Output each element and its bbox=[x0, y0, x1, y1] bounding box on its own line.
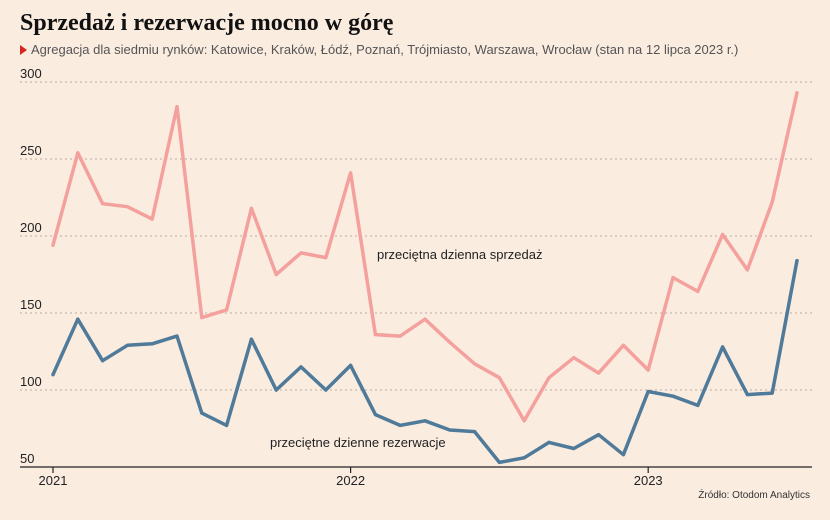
data-point-2-7 bbox=[200, 411, 204, 415]
data-point-1-26 bbox=[671, 275, 675, 280]
chart-subtitle-text: Agregacja dla siedmiu rynków: Katowice, … bbox=[31, 42, 739, 57]
y-tick-label-150: 150 bbox=[20, 297, 42, 312]
data-point-1-21 bbox=[547, 376, 551, 380]
data-point-2-1 bbox=[51, 373, 55, 377]
data-point-1-27 bbox=[696, 289, 700, 294]
data-point-2-2 bbox=[76, 317, 80, 321]
y-tick-label-200: 200 bbox=[20, 220, 42, 235]
data-point-2-30 bbox=[770, 391, 774, 395]
data-point-1-30 bbox=[770, 200, 774, 204]
data-point-2-17 bbox=[448, 428, 452, 432]
data-point-2-28 bbox=[721, 345, 725, 349]
data-point-2-31 bbox=[795, 259, 799, 263]
data-point-1-25 bbox=[646, 368, 650, 372]
data-point-1-17 bbox=[448, 340, 452, 344]
red-triangle-icon bbox=[20, 45, 27, 55]
data-point-2-18 bbox=[473, 429, 477, 434]
series-label-1: przeciętna dzienna sprzedaż bbox=[377, 247, 543, 262]
data-point-1-16 bbox=[423, 317, 427, 321]
data-point-1-14 bbox=[373, 332, 377, 337]
data-point-1-29 bbox=[745, 268, 750, 272]
data-point-2-12 bbox=[324, 388, 328, 392]
data-point-1-8 bbox=[225, 308, 229, 312]
data-point-2-15 bbox=[398, 423, 402, 428]
data-point-1-19 bbox=[497, 376, 501, 380]
data-point-1-28 bbox=[721, 232, 725, 237]
data-point-2-10 bbox=[274, 388, 278, 392]
data-point-1-15 bbox=[398, 334, 402, 338]
y-tick-label-100: 100 bbox=[20, 374, 42, 389]
data-point-1-4 bbox=[125, 205, 129, 209]
data-point-1-7 bbox=[200, 316, 204, 320]
data-point-2-25 bbox=[646, 389, 650, 394]
data-point-2-27 bbox=[696, 403, 700, 407]
data-point-1-3 bbox=[101, 202, 105, 206]
data-point-2-20 bbox=[522, 456, 526, 460]
series-line-2 bbox=[51, 258, 799, 465]
data-point-2-4 bbox=[125, 343, 129, 347]
x-tick-label-2022: 2022 bbox=[336, 473, 365, 488]
chart-subtitle: Agregacja dla siedmiu rynków: Katowice, … bbox=[20, 42, 738, 57]
data-point-2-9 bbox=[249, 337, 253, 341]
data-point-1-1 bbox=[51, 243, 55, 247]
data-point-2-19 bbox=[497, 460, 501, 464]
data-point-1-20 bbox=[522, 419, 526, 423]
data-point-2-16 bbox=[423, 419, 427, 423]
y-tick-label-300: 300 bbox=[20, 66, 42, 81]
data-point-2-22 bbox=[572, 446, 576, 451]
data-point-1-9 bbox=[249, 206, 253, 210]
source-note: Źródło: Otodom Analytics bbox=[698, 490, 810, 501]
data-point-2-21 bbox=[547, 440, 551, 444]
data-point-1-10 bbox=[274, 272, 278, 277]
series-label-2: przeciętne dzienne rezerwacje bbox=[270, 435, 446, 450]
data-point-2-3 bbox=[101, 359, 105, 363]
y-tick-label-250: 250 bbox=[20, 143, 42, 158]
data-point-2-14 bbox=[373, 413, 377, 417]
data-point-1-23 bbox=[597, 371, 601, 375]
data-point-1-2 bbox=[76, 151, 80, 155]
data-point-2-13 bbox=[349, 363, 353, 367]
y-tick-label-50: 50 bbox=[20, 451, 34, 466]
data-point-2-26 bbox=[671, 394, 675, 398]
data-point-2-8 bbox=[225, 423, 229, 428]
x-tick-label-2023: 2023 bbox=[634, 473, 663, 488]
data-point-2-11 bbox=[299, 365, 303, 369]
data-point-2-5 bbox=[150, 342, 154, 346]
data-point-1-5 bbox=[150, 217, 154, 221]
data-point-1-12 bbox=[324, 255, 328, 260]
data-point-1-11 bbox=[299, 251, 303, 255]
data-point-2-24 bbox=[621, 453, 626, 457]
data-point-2-6 bbox=[175, 334, 179, 338]
data-point-2-23 bbox=[597, 433, 601, 437]
data-point-1-22 bbox=[572, 356, 576, 360]
data-point-1-31 bbox=[795, 91, 799, 95]
x-tick-label-2021: 2021 bbox=[39, 473, 68, 488]
data-point-1-18 bbox=[473, 362, 477, 366]
data-point-1-24 bbox=[621, 343, 626, 347]
chart-title: Sprzedaż i rezerwacje mocno w górę bbox=[20, 10, 394, 36]
data-point-1-13 bbox=[349, 171, 353, 175]
data-point-1-6 bbox=[175, 105, 179, 109]
data-point-2-29 bbox=[745, 393, 750, 397]
